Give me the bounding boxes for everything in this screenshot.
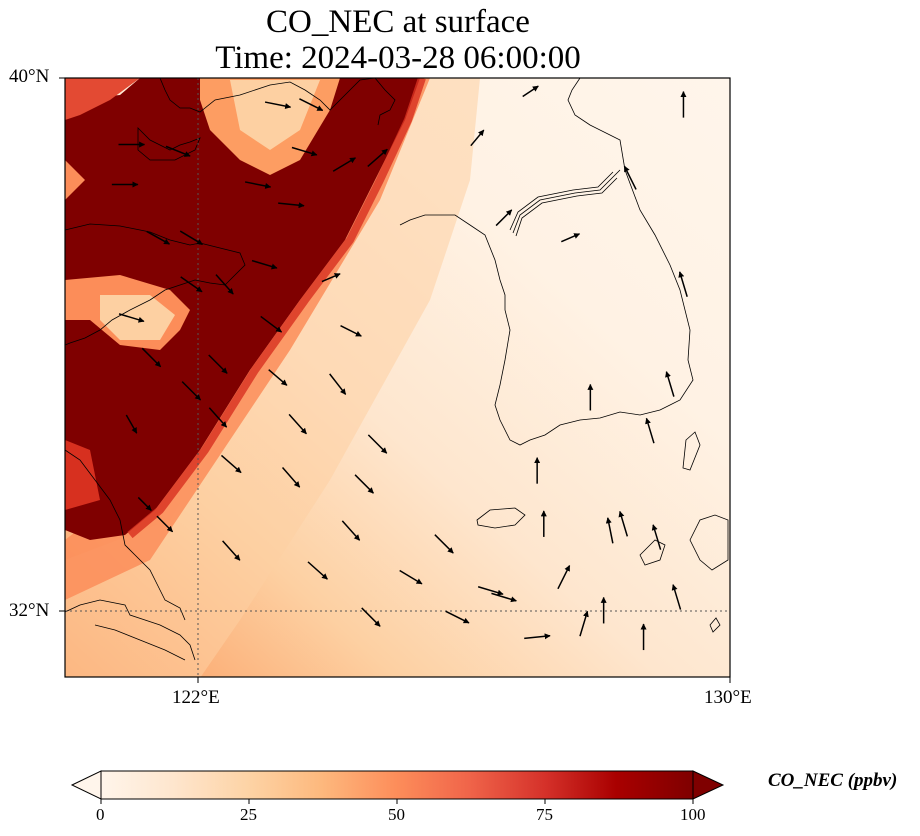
wind-arrow xyxy=(470,129,485,147)
wind-arrow xyxy=(251,259,278,270)
wind-arrow xyxy=(215,274,234,295)
wind-arrow xyxy=(618,510,629,537)
map-title: CO_NEC at surface xyxy=(266,4,530,40)
coast-goto xyxy=(639,539,666,566)
wind-arrow xyxy=(264,101,292,110)
lat-label-40: 40°N xyxy=(9,66,50,87)
cb-label-0: 0 xyxy=(96,805,105,824)
colorbar-title: CO_NEC (ppbv) xyxy=(768,770,898,791)
wind-arrow xyxy=(165,145,191,157)
wind-arrow xyxy=(361,607,381,627)
wind-arrow xyxy=(399,569,423,585)
wind-arrow xyxy=(222,540,241,561)
wind-arrow xyxy=(291,146,318,157)
plume-edge xyxy=(127,78,426,539)
wind-arrow xyxy=(605,517,614,544)
wind-arrow xyxy=(367,434,388,454)
wind-arrow xyxy=(671,584,682,610)
wind-arrow xyxy=(288,413,307,435)
map-frame xyxy=(64,77,731,678)
coast-yangtze-south xyxy=(94,624,186,661)
wind-arrow xyxy=(125,414,138,434)
wind-arrow xyxy=(341,520,361,541)
wind-arrow xyxy=(321,273,341,283)
wind-arrow xyxy=(208,354,228,374)
coast-jeju xyxy=(476,507,526,529)
wind-arrow xyxy=(623,165,637,190)
pocket-nw xyxy=(65,78,140,120)
plume-core xyxy=(65,78,420,540)
coast-china-east xyxy=(65,449,186,621)
wind-arrow xyxy=(522,85,539,98)
coast-bay xyxy=(137,127,201,161)
wind-arrow xyxy=(340,325,362,337)
wind-arrow xyxy=(354,474,374,494)
wind-arrow xyxy=(220,454,242,474)
lon-label-130: 130°E xyxy=(704,687,752,708)
concentration-field xyxy=(65,78,730,677)
wind-arrow xyxy=(477,586,504,596)
cb-label-50: 50 xyxy=(388,805,405,824)
wind-arrow xyxy=(181,381,202,401)
wind-arrow xyxy=(260,315,283,333)
wind-arrow xyxy=(495,209,513,227)
wind-arrow xyxy=(329,373,347,395)
wind-arrow xyxy=(278,202,305,209)
coast-tsushima xyxy=(682,431,701,471)
wind-arrow xyxy=(367,148,388,167)
wind-arrow xyxy=(561,233,581,243)
coast-island-s xyxy=(709,617,721,633)
wind-arrow xyxy=(180,276,203,293)
wind-arrow xyxy=(307,561,328,580)
pocket-shandong-inner xyxy=(100,295,175,340)
wind-arrow xyxy=(281,467,301,488)
dmz-line-3 xyxy=(515,177,618,237)
wind-arrow xyxy=(299,98,324,112)
pocket-west xyxy=(65,160,85,200)
wind-arrow xyxy=(491,592,517,603)
cb-label-75: 75 xyxy=(536,805,553,824)
wind-arrow xyxy=(118,313,145,323)
pocket-sw xyxy=(65,440,100,510)
wind-arrow xyxy=(268,369,288,386)
lon-label-122: 122°E xyxy=(172,687,220,708)
wind-arrow xyxy=(579,610,589,637)
wind-arrow xyxy=(156,515,174,533)
wind-arrow xyxy=(645,417,655,444)
coast-liaodong xyxy=(159,78,376,113)
cb-label-100: 100 xyxy=(680,805,706,824)
wind-arrow xyxy=(146,230,170,245)
dmz-line-2 xyxy=(509,171,614,231)
wind-arrow xyxy=(665,371,675,397)
wind-arrow xyxy=(141,347,162,368)
wind-arrow xyxy=(137,496,152,511)
wind-vectors xyxy=(111,85,688,651)
wind-arrow xyxy=(651,524,662,550)
wind-arrow xyxy=(208,407,228,428)
wind-arrow xyxy=(332,157,356,172)
wind-arrow xyxy=(678,271,688,297)
wind-arrow xyxy=(179,230,204,246)
wind-arrow xyxy=(445,610,470,624)
wind-arrow xyxy=(557,565,571,590)
wind-arrow xyxy=(524,633,551,640)
coast-kyushu xyxy=(689,514,729,571)
map-subtitle: Time: 2024-03-28 06:00:00 xyxy=(215,40,581,76)
dmz-line-1 xyxy=(512,169,621,234)
coast-korea-nw xyxy=(374,78,396,126)
lat-label-32: 32°N xyxy=(9,600,50,621)
wind-arrow xyxy=(244,181,272,189)
wind-arrow xyxy=(434,534,454,554)
pocket-bohai-inner xyxy=(230,80,320,150)
coast-yangtze xyxy=(65,599,196,661)
cb-label-25: 25 xyxy=(240,805,257,824)
